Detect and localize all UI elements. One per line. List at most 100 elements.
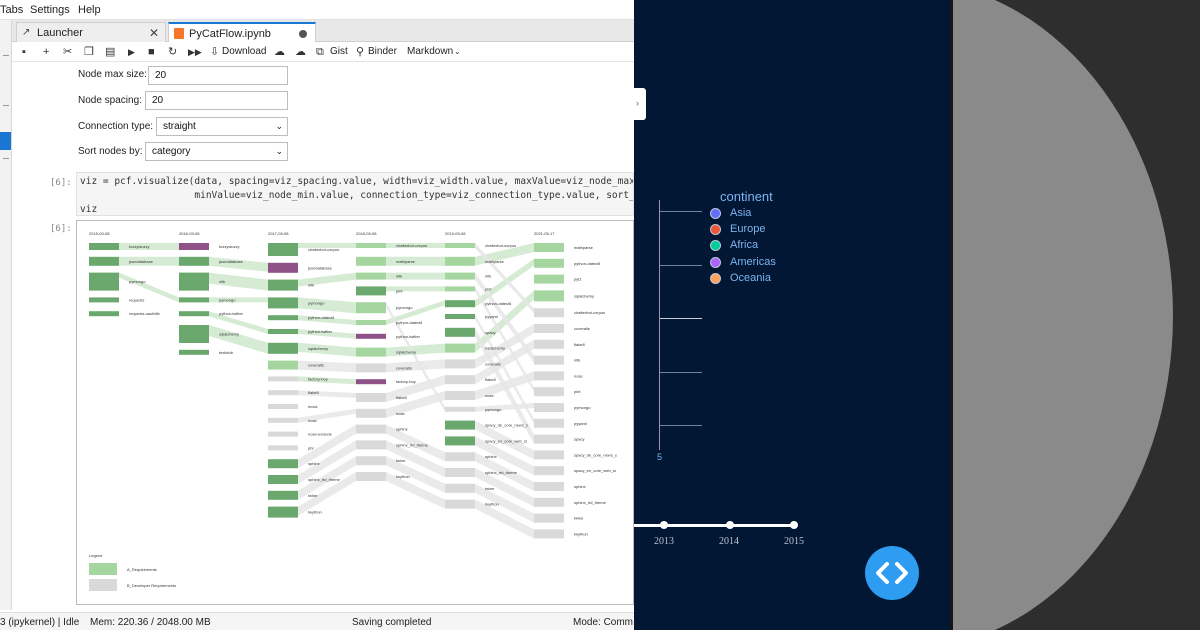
menu-help[interactable]: Help — [78, 4, 101, 16]
flow-node — [268, 475, 298, 484]
legend-marker-icon — [710, 273, 721, 284]
chevron-down-icon[interactable]: ⌄ — [454, 47, 461, 56]
flow-connection — [298, 243, 356, 248]
flow-node — [445, 499, 475, 509]
tab-notebook[interactable]: PyCatFlow.ipynb — [168, 22, 316, 42]
menu-settings[interactable]: Settings — [30, 4, 70, 16]
slider-step-dot[interactable] — [660, 521, 668, 529]
flow-node-label: pint — [396, 288, 403, 293]
sidebar-tick[interactable] — [3, 158, 9, 159]
kernel-status[interactable]: 3 (ipykernel) | Idle — [0, 617, 80, 628]
connection-type-select[interactable]: straight ⌄ — [156, 117, 288, 136]
flow-connection — [298, 440, 356, 484]
cloud-download-icon[interactable]: ☁ — [274, 46, 285, 58]
flow-connection — [475, 272, 534, 363]
flow-legend-title: Legend — [89, 553, 102, 558]
sort-nodes-select[interactable]: category ⌄ — [145, 142, 288, 161]
tab-bar: ↗ Launcher ✕ PyCatFlow.ipynb — [12, 20, 634, 42]
flow-node — [534, 387, 564, 397]
gist-icon[interactable]: ⧉ — [316, 46, 324, 58]
flow-node-label: mathparse — [396, 259, 416, 264]
flow-node — [89, 297, 119, 303]
flow-node-label: twython — [485, 502, 499, 507]
flow-node-label: spacy_de_core_news_s — [485, 423, 528, 428]
unsaved-dot-icon[interactable] — [299, 30, 307, 38]
add-cell-icon[interactable]: + — [43, 46, 50, 58]
legend-item-oceania[interactable]: Oceania — [710, 272, 771, 284]
binder-button[interactable]: Binder — [368, 46, 397, 57]
flow-legend-label: A_Requirements — [127, 567, 157, 572]
flow-node-label: nltk — [396, 274, 402, 279]
slider-step-dot[interactable] — [726, 521, 734, 529]
node-max-size-value: 20 — [155, 70, 167, 81]
flow-node-label: fuzzywuzzy — [129, 244, 149, 249]
flow-legend-label: B_Developer Requirements — [127, 583, 176, 588]
cell-type-select[interactable]: Markdown — [407, 46, 454, 57]
binder-icon[interactable]: ⚲ — [356, 46, 365, 58]
run-icon[interactable]: ▶ — [128, 47, 135, 57]
flow-connection — [298, 472, 356, 516]
flow-node-label: pymongo — [129, 279, 146, 284]
legend-item-asia[interactable]: Asia — [710, 207, 751, 219]
chevron-right-icon: › — [636, 98, 639, 108]
flow-node-label: python-twitter — [308, 329, 333, 334]
sidebar-tick[interactable] — [3, 105, 9, 106]
slider-step-dot[interactable] — [790, 521, 798, 529]
sidebar-selected-item[interactable] — [0, 132, 11, 150]
flow-connection — [386, 456, 445, 493]
flow-node — [445, 375, 475, 385]
fast-forward-icon[interactable]: ▶▶ — [188, 47, 202, 57]
sort-nodes-value: category — [152, 146, 191, 157]
flow-connection — [209, 325, 268, 354]
flow-node — [445, 314, 475, 319]
node-spacing-label: Node spacing: — [78, 95, 142, 106]
node-max-size-input[interactable]: 20 — [148, 66, 288, 85]
download-icon[interactable]: ⇩ — [210, 46, 220, 58]
tab-launcher[interactable]: ↗ Launcher ✕ — [16, 22, 166, 42]
panel-collapse-handle[interactable]: › — [634, 88, 646, 120]
flow-node-label: fuzzywuzzy — [219, 244, 239, 249]
restart-icon[interactable]: ↻ — [168, 46, 178, 58]
close-icon[interactable]: ✕ — [148, 26, 159, 40]
flow-node-label: mathparse — [485, 259, 505, 264]
node-max-size-label: Node max size: — [78, 69, 147, 80]
code-toggle-button[interactable] — [865, 546, 919, 600]
flow-node-label: sphinx_rtd_theme — [485, 470, 518, 475]
flow-connection — [386, 440, 445, 477]
flow-node-label: mock — [308, 404, 318, 409]
flow-node — [268, 376, 298, 382]
copy-icon[interactable]: ❐ — [84, 46, 94, 58]
stop-icon[interactable]: ■ — [148, 46, 155, 58]
flow-node-label: spacy_de_core_news_s — [574, 452, 617, 457]
save-icon[interactable]: ▪ — [22, 46, 26, 58]
grid-line — [660, 211, 702, 212]
flow-connection — [209, 272, 268, 291]
gist-button[interactable]: Gist — [330, 46, 348, 57]
cloud-upload-icon[interactable]: ☁ — [295, 46, 306, 58]
code-cell[interactable]: viz = pcf.visualize(data, spacing=viz_sp… — [76, 172, 634, 216]
flow-node — [356, 424, 386, 434]
flow-node-label: nltk — [308, 283, 314, 288]
flow-node — [356, 286, 386, 296]
flow-node-label: nltk — [485, 274, 491, 279]
node-spacing-input[interactable]: 20 — [145, 91, 288, 110]
flow-node-label: pymongo — [396, 305, 413, 310]
cut-icon[interactable]: ✂ — [63, 46, 73, 58]
flow-node — [356, 440, 386, 450]
legend-item-americas[interactable]: Americas — [710, 256, 776, 268]
flow-node — [445, 327, 475, 337]
flow-node — [89, 243, 119, 250]
year-slider-track[interactable] — [634, 524, 794, 527]
pycatflow-chart: 2015-09-08 fuzzywuzzy jsondatabase pymongo r… — [89, 231, 617, 591]
sidebar-tick[interactable] — [3, 55, 9, 56]
mode-status[interactable]: Mode: Comm — [573, 617, 634, 628]
flow-node — [445, 256, 475, 266]
flow-node-label: pbr — [308, 445, 314, 450]
legend-item-africa[interactable]: Africa — [710, 239, 758, 251]
flow-connection — [475, 436, 534, 476]
flow-connection — [119, 243, 179, 250]
menu-tabs[interactable]: Tabs — [0, 4, 24, 16]
paste-icon[interactable]: ▤ — [105, 46, 116, 58]
legend-item-europe[interactable]: Europe — [710, 223, 765, 235]
download-button[interactable]: Download — [222, 46, 267, 57]
